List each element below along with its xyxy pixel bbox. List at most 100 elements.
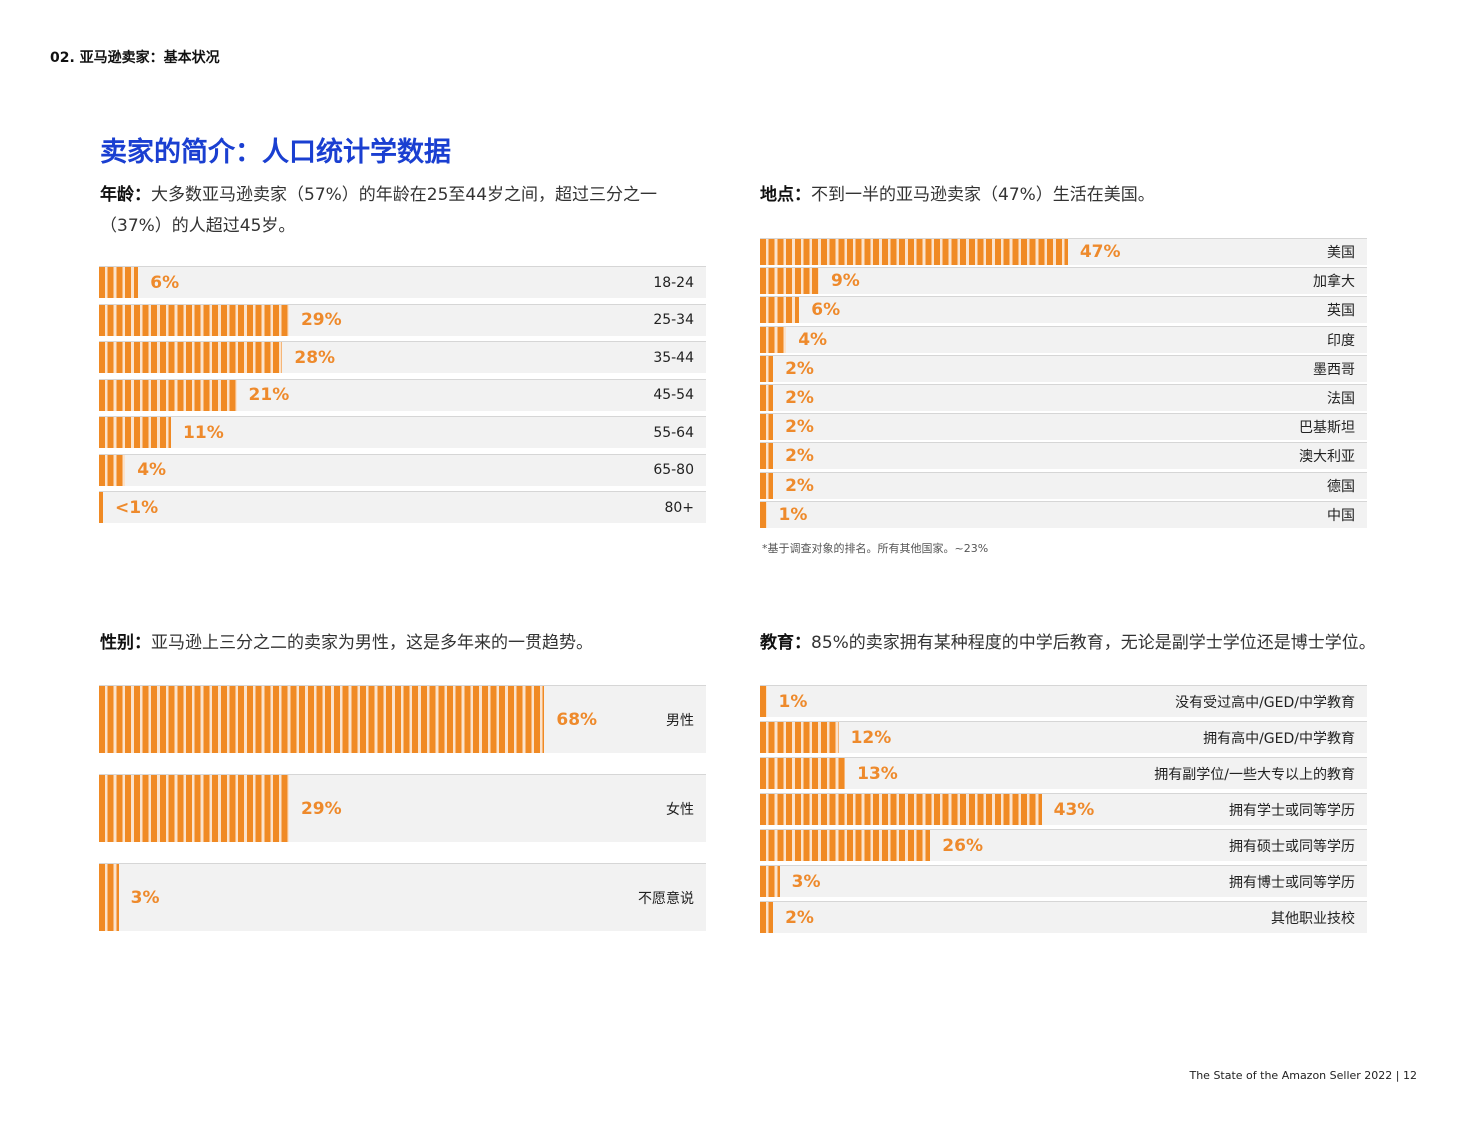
location-value-label: 9% <box>830 271 860 292</box>
age-category-label: 80+ <box>664 499 694 516</box>
education-category-label: 其他职业技校 <box>1271 910 1355 927</box>
location-value-label: 47% <box>1079 242 1121 262</box>
location-bar <box>760 443 774 470</box>
location-category-label: 墨西哥 <box>1313 361 1355 378</box>
gender-text: 亚马逊上三分之二的卖家为男性，这是多年来的一贯趋势。 <box>151 633 593 653</box>
education-description: 教育：85%的卖家拥有某种程度的中学后教育，无论是副学士学位还是博士学位。 <box>760 628 1450 659</box>
location-value-label: 2% <box>785 358 814 379</box>
age-bar <box>99 417 172 448</box>
location-category-label: 德国 <box>1327 478 1355 495</box>
age-bar <box>99 492 103 523</box>
education-row: 43% 拥有学士或同等学历 <box>760 793 1367 825</box>
gender-category-label: 不愿意说 <box>638 890 694 907</box>
location-row: 9% 加拿大 <box>760 267 1367 295</box>
age-category-label: 45-54 <box>653 387 694 403</box>
location-description: 地点：不到一半的亚马逊卖家（47%）生活在美国。 <box>760 180 1440 211</box>
location-bar <box>760 239 1068 265</box>
location-category-label: 印度 <box>1327 332 1355 349</box>
education-bar <box>760 794 1042 825</box>
location-row: 1% 中国 <box>760 500 1367 528</box>
location-text: 不到一半的亚马逊卖家（47%）生活在美国。 <box>811 185 1155 205</box>
education-bar <box>760 830 931 861</box>
gender-value-label: 29% <box>300 798 342 819</box>
age-value-label: <1% <box>115 497 159 518</box>
age-row: 6% 18-24 <box>99 266 706 298</box>
education-bar <box>760 722 839 753</box>
education-bar <box>760 902 774 933</box>
gender-row: 68% 男性 <box>99 685 706 753</box>
location-value-label: 2% <box>785 388 814 408</box>
education-bar <box>760 758 846 789</box>
age-value-label: 6% <box>150 272 180 293</box>
age-row: 28% 35-44 <box>99 341 706 373</box>
location-category-label: 法国 <box>1327 391 1355 407</box>
education-row: 1% 没有受过高中/GED/中学教育 <box>760 685 1367 717</box>
age-label: 年龄： <box>100 185 151 205</box>
location-value-label: 2% <box>785 475 814 496</box>
education-bar <box>760 686 767 717</box>
location-row: 2% 墨西哥 <box>760 354 1367 382</box>
age-bar <box>99 342 283 373</box>
location-category-label: 巴基斯坦 <box>1299 420 1355 437</box>
education-bar <box>760 866 780 897</box>
age-description: 年龄：大多数亚马逊卖家（57%）的年龄在25至44岁之间，超过三分之一（37%）… <box>100 180 700 242</box>
education-row: 26% 拥有硕士或同等学历 <box>760 829 1367 861</box>
gender-value-label: 68% <box>556 709 598 730</box>
location-bar <box>760 326 787 353</box>
age-row: 4% 65-80 <box>99 453 706 486</box>
gender-bar <box>99 686 545 753</box>
education-row: 2% 其他职业技校 <box>760 901 1367 933</box>
education-row: 12% 拥有高中/GED/中学教育 <box>760 721 1367 753</box>
location-bar <box>760 472 774 499</box>
age-row: <1% 80+ <box>99 491 706 523</box>
age-row: 11% 55-64 <box>99 416 706 448</box>
gender-category-label: 男性 <box>666 712 694 729</box>
gender-row: 29% 女性 <box>99 774 706 842</box>
education-category-label: 拥有硕士或同等学历 <box>1229 838 1355 855</box>
gender-bar <box>99 864 119 931</box>
location-row: 2% 澳大利亚 <box>760 442 1367 470</box>
location-value-label: 2% <box>785 417 814 438</box>
age-bar <box>99 267 139 298</box>
age-category-label: 25-34 <box>653 312 694 328</box>
age-category-label: 65-80 <box>653 462 694 478</box>
location-label: 地点： <box>760 185 811 205</box>
age-category-label: 55-64 <box>653 424 694 441</box>
age-value-label: 28% <box>294 347 336 368</box>
location-row: 4% 印度 <box>760 325 1367 353</box>
location-category-label: 澳大利亚 <box>1299 449 1355 466</box>
section-heading: 02. 亚马逊卖家：基本状况 <box>50 50 220 66</box>
location-category-label: 加拿大 <box>1313 274 1355 291</box>
location-value-label: 1% <box>778 504 808 525</box>
gender-row: 3% 不愿意说 <box>99 863 706 931</box>
location-row: 2% 巴基斯坦 <box>760 413 1367 441</box>
location-bar <box>760 414 774 441</box>
age-bar <box>99 304 289 336</box>
education-value-label: 1% <box>778 691 808 712</box>
age-value-label: 29% <box>300 310 342 330</box>
age-row: 29% 25-34 <box>99 303 706 336</box>
location-bar <box>760 385 774 411</box>
age-row: 21% 45-54 <box>99 378 706 411</box>
location-category-label: 英国 <box>1327 303 1355 320</box>
education-value-label: 43% <box>1053 799 1095 820</box>
location-value-label: 6% <box>811 300 841 321</box>
education-category-label: 拥有学士或同等学历 <box>1229 802 1355 819</box>
education-value-label: 13% <box>857 763 898 784</box>
education-text: 85%的卖家拥有某种程度的中学后教育，无论是副学士学位还是博士学位。 <box>811 633 1376 653</box>
education-label: 教育： <box>760 633 811 653</box>
age-value-label: 4% <box>137 460 167 480</box>
location-bar <box>760 355 774 382</box>
education-category-label: 拥有高中/GED/中学教育 <box>1203 730 1355 747</box>
age-category-label: 35-44 <box>653 349 694 366</box>
gender-description: 性别：亚马逊上三分之二的卖家为男性，这是多年来的一贯趋势。 <box>100 628 720 659</box>
location-category-label: 美国 <box>1327 245 1355 261</box>
education-row: 13% 拥有副学位/一些大专以上的教育 <box>760 757 1367 789</box>
gender-value-label: 3% <box>130 887 160 908</box>
gender-category-label: 女性 <box>666 801 694 818</box>
location-footnote: *基于调查对象的排名。所有其他国家。~23% <box>762 542 989 555</box>
education-value-label: 2% <box>785 907 814 928</box>
page-footer: The State of the Amazon Seller 2022 | 12 <box>1189 1069 1417 1082</box>
gender-bar <box>99 775 289 842</box>
location-category-label: 中国 <box>1327 507 1355 524</box>
